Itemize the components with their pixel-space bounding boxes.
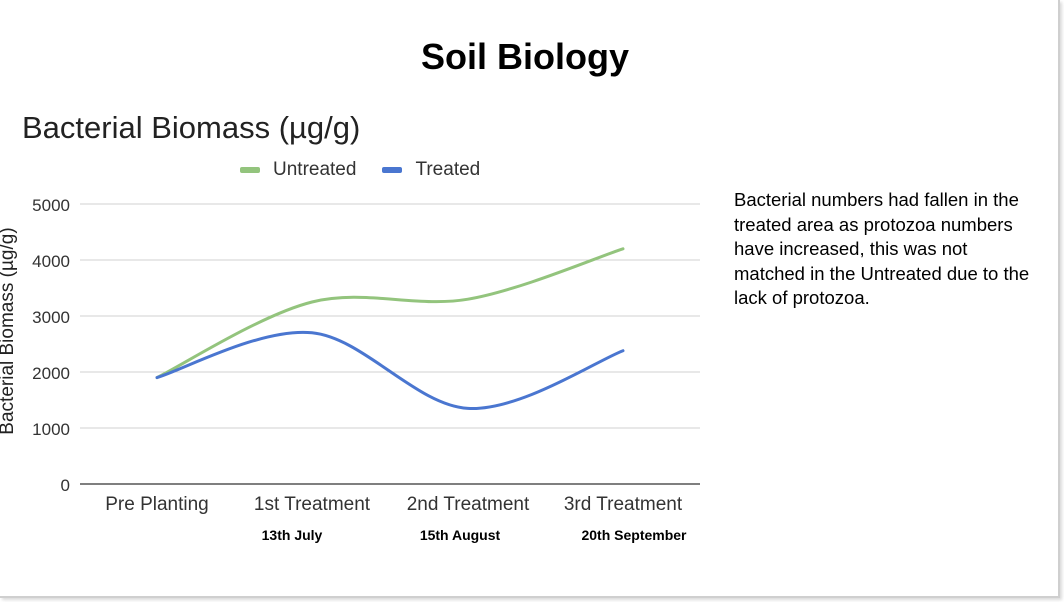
legend-label-untreated: Untreated <box>273 159 357 180</box>
y-tick-label: 5000 <box>32 196 70 215</box>
legend-item-untreated: Untreated <box>240 159 356 181</box>
y-tick-label: 2000 <box>32 364 70 383</box>
chart-legend: Untreated Treated <box>240 158 506 182</box>
x-tick-label: 3rd Treatment <box>563 494 683 515</box>
y-tick-label: 1000 <box>32 420 70 439</box>
series-line-treated <box>155 330 625 410</box>
legend-item-treated: Treated <box>382 159 480 181</box>
x-tick-label: 2nd Treatment <box>406 494 530 515</box>
legend-swatch-untreated <box>240 167 260 173</box>
chart-title: Bacterial Biomass (µg/g) <box>22 110 361 145</box>
y-tick-label: 4000 <box>32 252 70 271</box>
x-tick-label: Pre Planting <box>105 494 209 515</box>
date-label-2nd-treatment: 15th August <box>419 527 501 543</box>
y-tick-label: 3000 <box>32 308 70 327</box>
x-tick-label: 1st Treatment <box>253 494 371 515</box>
chart-annotation-text: Bacterial numbers had fallen in the trea… <box>734 189 1030 309</box>
legend-swatch-treated <box>382 167 403 173</box>
series-line-untreated <box>155 247 625 380</box>
date-label-3rd-treatment: 20th September <box>581 527 687 543</box>
y-tick-label: 0 <box>60 476 70 495</box>
slide-title: Soil Biology <box>420 36 629 77</box>
date-label-1st-treatment: 13th July <box>261 527 323 543</box>
legend-label-treated: Treated <box>415 159 481 180</box>
